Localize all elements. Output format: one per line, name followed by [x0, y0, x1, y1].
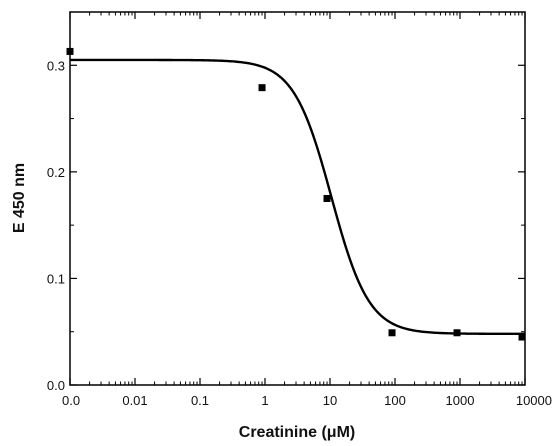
- y-tick-label: 0.1: [47, 271, 65, 286]
- y-axis-title: E 450 nm: [11, 163, 28, 233]
- x-tick-label: 1000: [446, 393, 475, 408]
- data-point: [453, 329, 461, 337]
- y-tick-label: 0.0: [47, 378, 65, 393]
- x-tick-label: 10: [323, 393, 337, 408]
- y-tick-label: 0.2: [47, 165, 65, 180]
- data-point: [518, 333, 526, 341]
- data-point: [66, 47, 74, 55]
- x-axis-title: Creatinine (μM): [239, 424, 355, 441]
- y-tick-label: 0.3: [47, 58, 65, 73]
- x-tick-label: 10000: [516, 393, 552, 408]
- plot-frame: [69, 11, 526, 386]
- x-tick-label: 0.1: [191, 393, 209, 408]
- axis-ticks: [69, 12, 526, 386]
- x-tick-label: 1: [261, 393, 268, 408]
- data-point: [258, 84, 266, 92]
- tick-labels: 0.0 0.01 0.1 1 10 100 1000 10000 0.0 0.1 0.2 0.3: [47, 58, 552, 408]
- fit-curve: [70, 58, 525, 336]
- data-point: [388, 329, 396, 337]
- x-tick-label: 0.0: [62, 393, 80, 408]
- x-tick-label: 100: [384, 393, 406, 408]
- x-tick-label: 0.01: [122, 393, 147, 408]
- data-point: [323, 195, 331, 202]
- data-points: [66, 47, 526, 341]
